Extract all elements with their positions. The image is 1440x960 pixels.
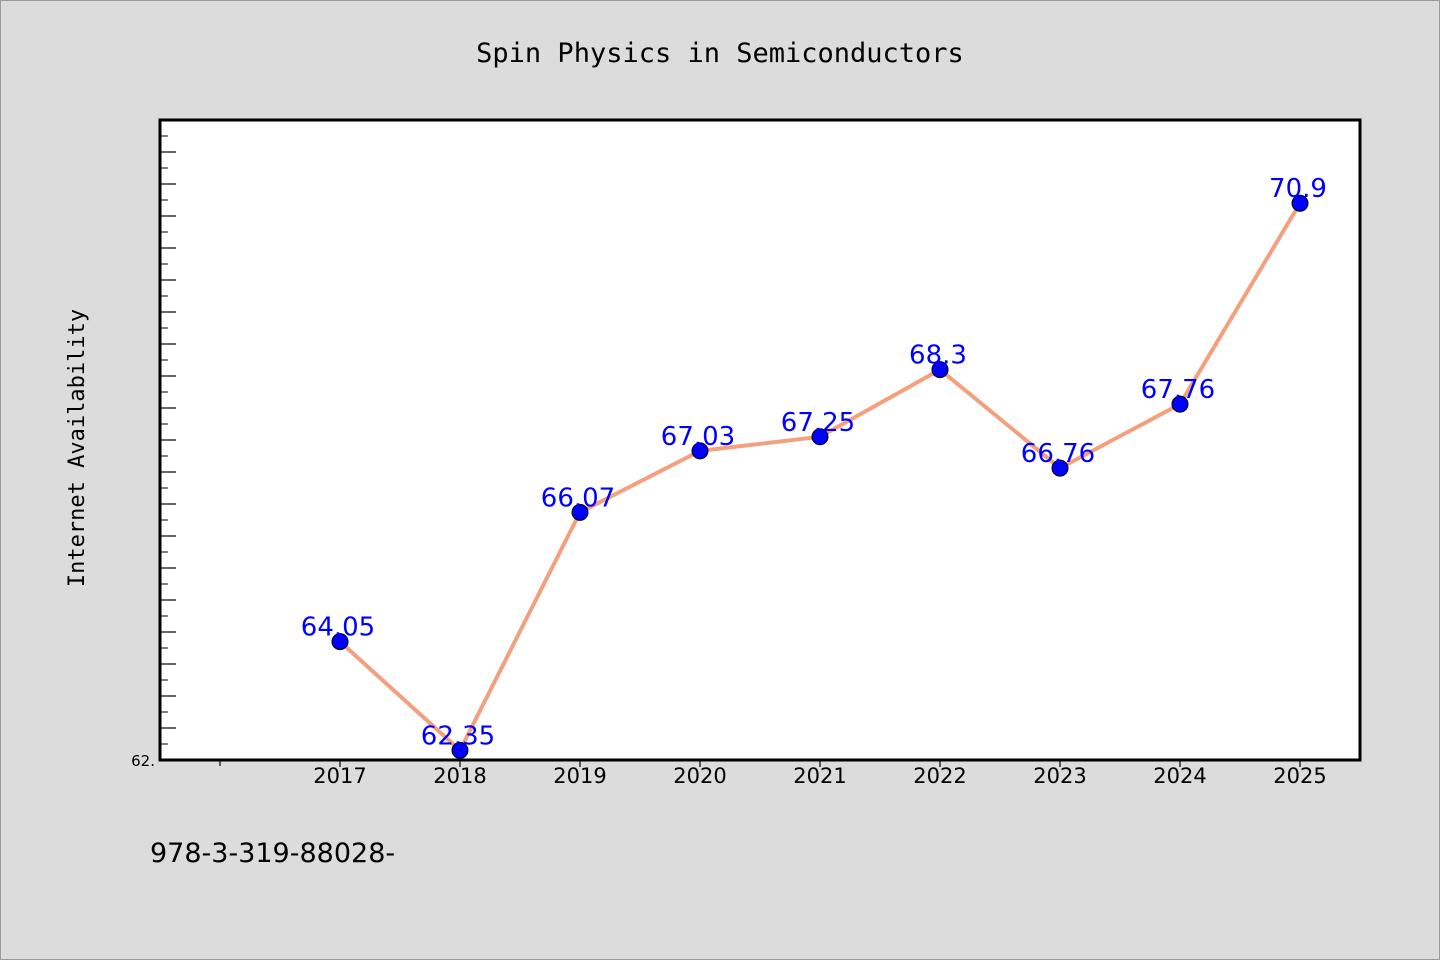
data-label: 67.25 <box>781 408 855 438</box>
data-point <box>331 633 349 651</box>
data-label: 67.03 <box>661 422 735 452</box>
data-point <box>1171 395 1189 413</box>
data-point <box>1291 194 1309 212</box>
chart-title: Spin Physics in Semiconductors <box>476 38 964 69</box>
data-point <box>571 503 589 521</box>
data-label: 67.76 <box>1141 375 1215 405</box>
data-label: 70.9 <box>1269 174 1327 204</box>
footnote-isbn: 978-3-319-88028- <box>150 838 395 869</box>
x-axis-ticks <box>219 760 1301 767</box>
y-min-tick-label: 62. <box>131 752 155 770</box>
x-axis-tick-labels: 2017 2018 2019 2020 2021 2022 2023 2024 2025 <box>313 764 1326 788</box>
y-axis-ticks <box>160 135 176 745</box>
y-axis-label: Internet Availability <box>65 309 90 587</box>
series-line <box>331 194 1309 759</box>
data-point <box>811 428 829 446</box>
data-label: 64.05 <box>301 613 375 643</box>
data-label: 62.35 <box>421 721 495 751</box>
data-point <box>691 442 709 460</box>
x-tick-label: 2025 <box>1273 764 1326 788</box>
data-label: 66.76 <box>1021 439 1095 469</box>
x-tick-label: 2021 <box>793 764 846 788</box>
plot-area <box>158 118 1362 762</box>
data-point <box>451 741 469 759</box>
data-point <box>931 361 949 379</box>
x-tick-label: 2022 <box>913 764 966 788</box>
x-tick-label: 2017 <box>313 764 366 788</box>
data-label: 66.07 <box>541 483 615 513</box>
x-tick-label: 2020 <box>673 764 726 788</box>
x-tick-label: 2023 <box>1033 764 1086 788</box>
data-labels: 64.05 62.35 66.07 67.03 67.25 68.3 66.76 67.76 7… <box>301 174 1327 751</box>
data-label: 68.3 <box>909 341 967 371</box>
x-tick-label: 2018 <box>433 764 486 788</box>
x-tick-label: 2019 <box>553 764 606 788</box>
x-tick-label: 2024 <box>1153 764 1206 788</box>
data-point <box>1051 459 1069 477</box>
